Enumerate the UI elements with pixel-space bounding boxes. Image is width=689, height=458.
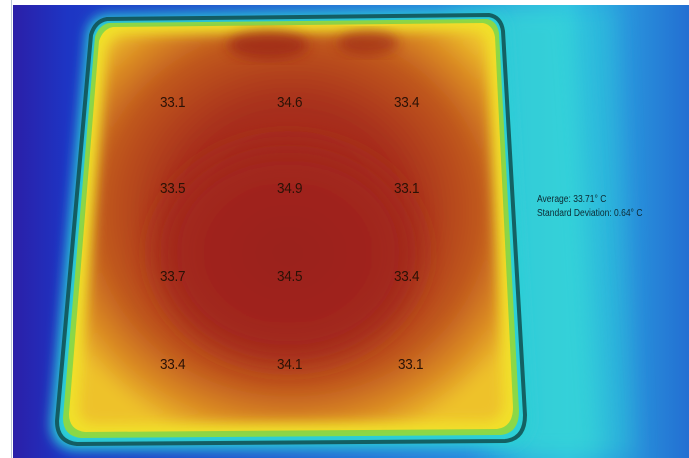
- reading-r4-c2: 34.1: [277, 356, 303, 373]
- thermal-heatmap: [13, 5, 689, 458]
- left-divider: [11, 0, 12, 458]
- hot-core: [148, 135, 428, 371]
- reading-r1-c3: 33.4: [394, 94, 420, 111]
- reading-r4-c3: 33.1: [398, 356, 424, 373]
- reading-r1-c1: 33.1: [160, 94, 186, 111]
- reading-r4-c1: 33.4: [160, 356, 186, 373]
- reading-r2-c2: 34.9: [277, 180, 303, 197]
- reading-r3-c3: 33.4: [394, 268, 420, 285]
- reading-r3-c2: 34.5: [277, 268, 303, 285]
- reading-r2-c3: 33.1: [394, 180, 420, 197]
- standard-deviation: Standard Deviation: 0.64° C: [537, 208, 643, 219]
- reading-r2-c1: 33.5: [160, 180, 186, 197]
- average-temperature: Average: 33.71° C: [537, 194, 607, 205]
- reading-r1-c2: 34.6: [277, 94, 303, 111]
- reading-r3-c1: 33.7: [160, 268, 186, 285]
